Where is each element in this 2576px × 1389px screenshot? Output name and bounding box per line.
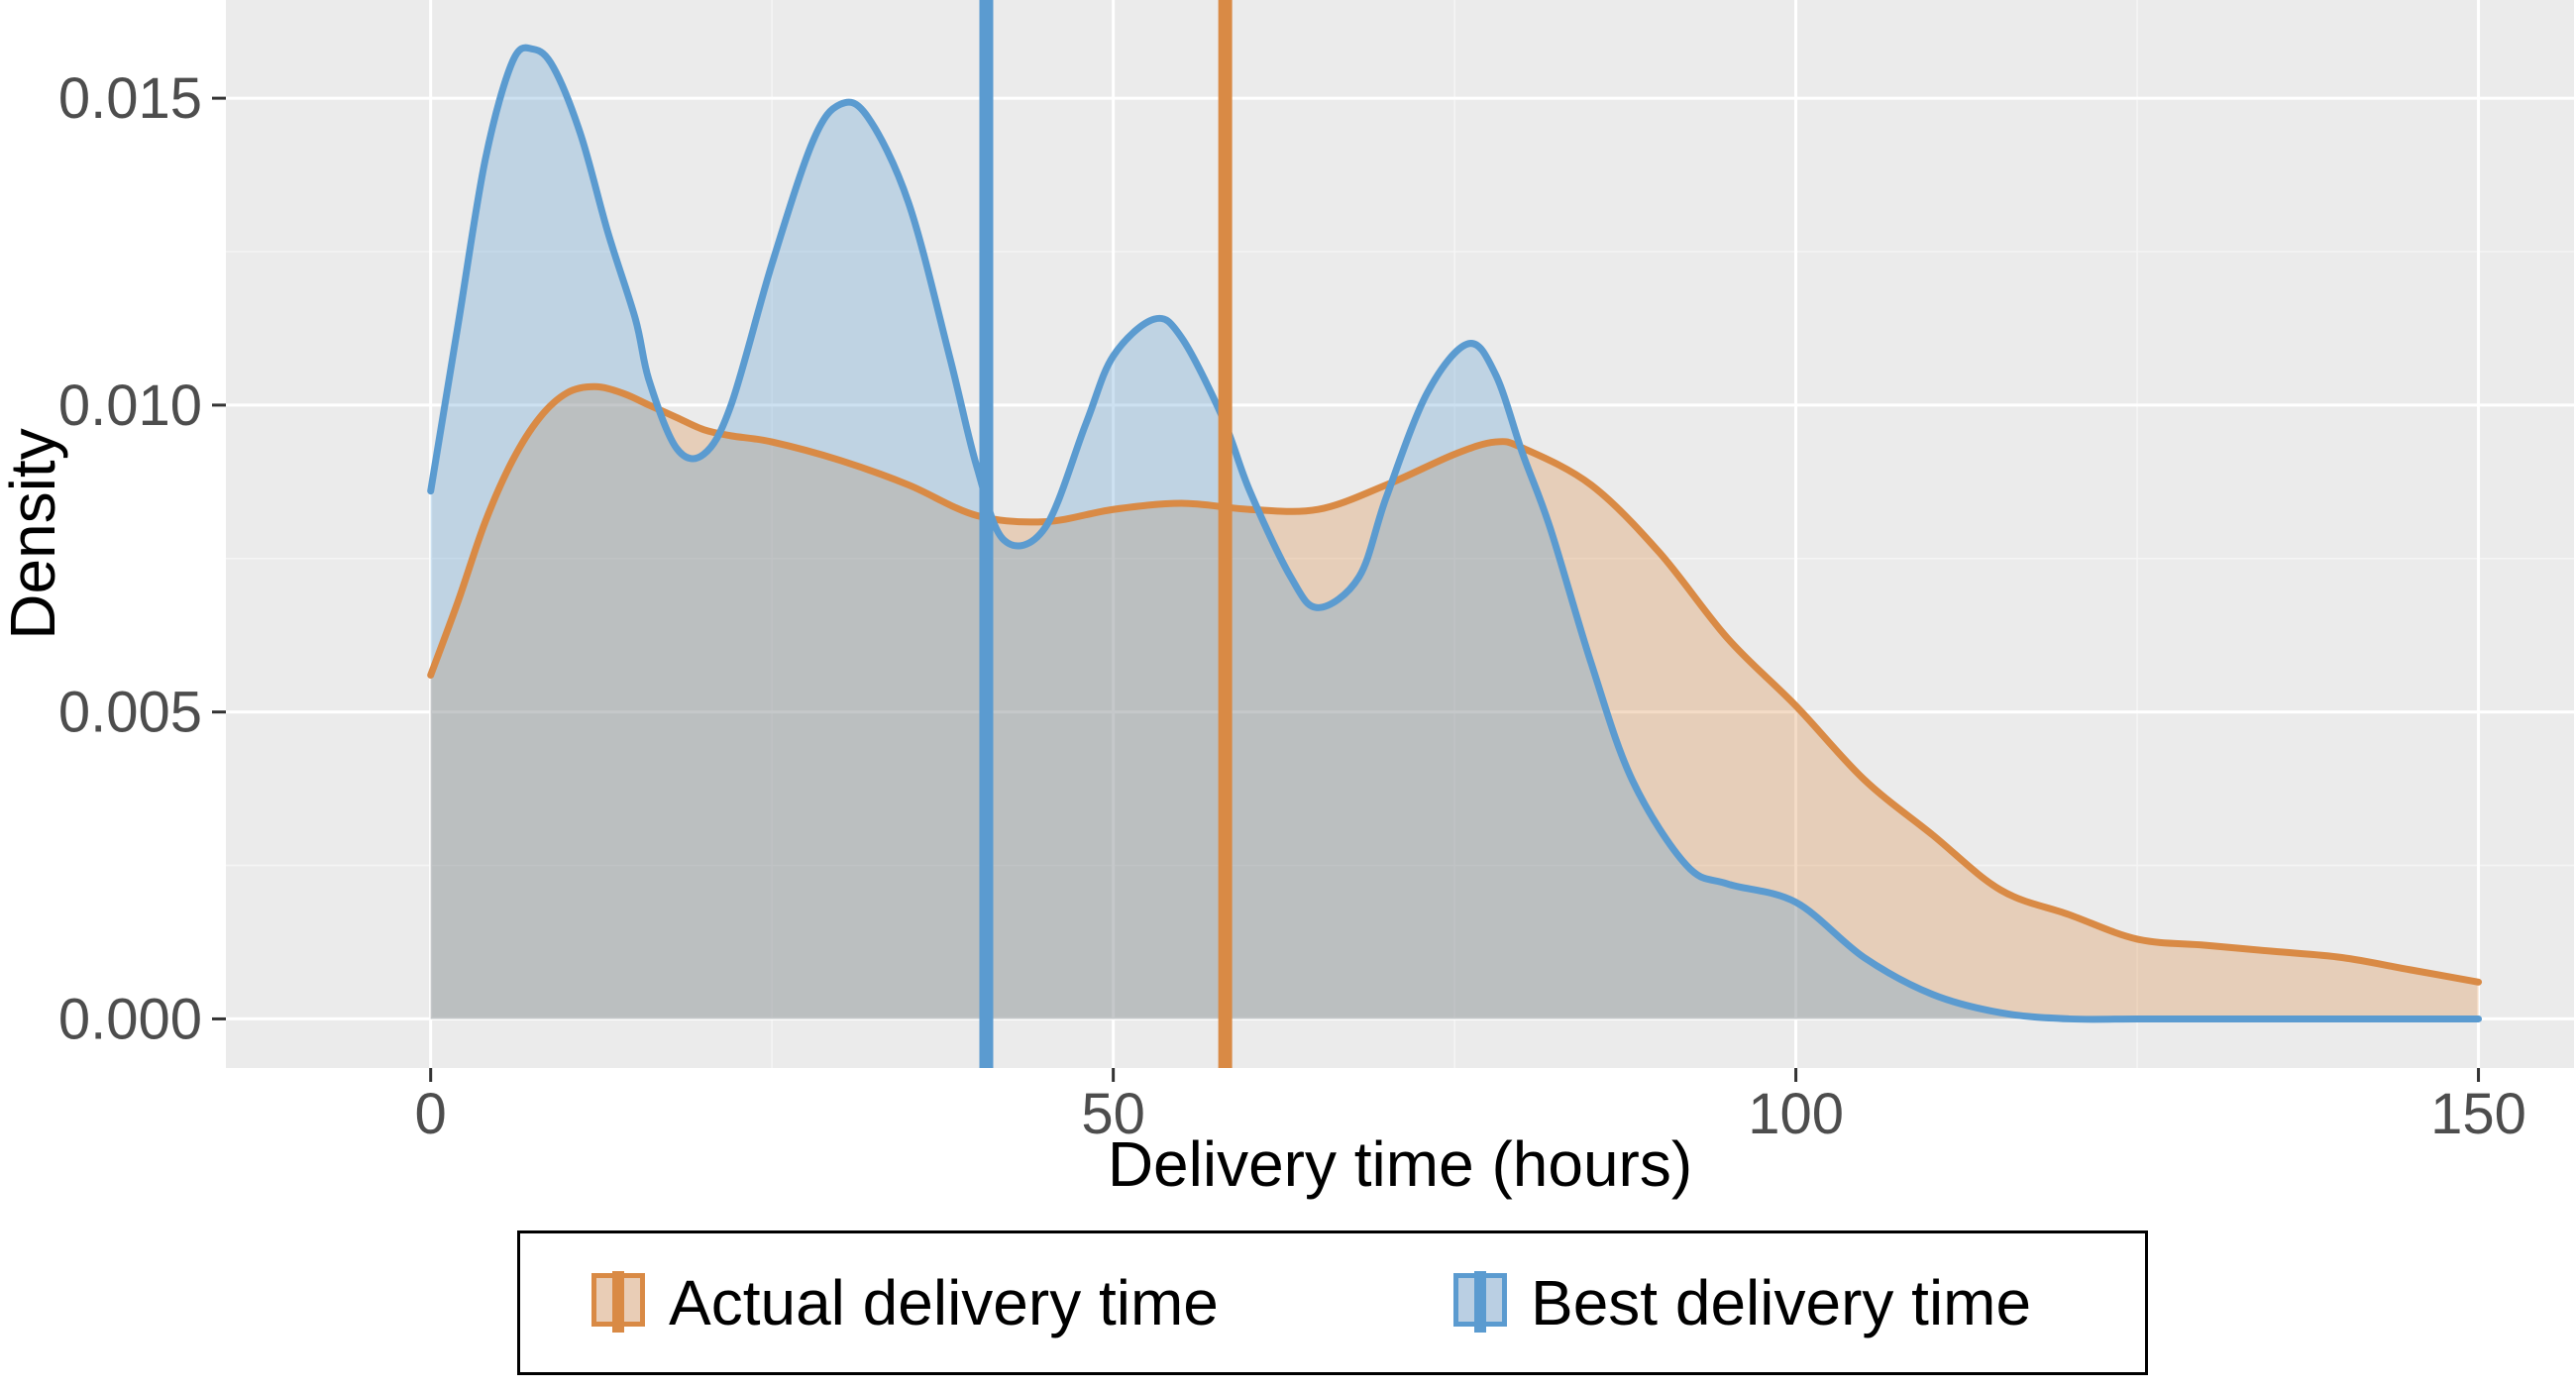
plot-panel <box>226 0 2574 1068</box>
mean-lines <box>979 0 1233 1068</box>
x-tick-label: 100 <box>1748 1082 1844 1146</box>
legend-item-actual: Actual delivery time <box>591 1233 1219 1372</box>
x-axis-title: Delivery time (hours) <box>1108 1128 1692 1200</box>
density-area-actual-delivery-time <box>430 386 2479 1019</box>
density-area-best-delivery-time <box>430 48 2479 1019</box>
legend: Actual delivery time Best delivery time <box>517 1230 2148 1375</box>
y-axis-title: Density <box>0 428 68 639</box>
y-tick-label: 0.000 <box>58 987 202 1051</box>
x-tick-label: 50 <box>1081 1082 1145 1146</box>
minor-gridlines <box>226 0 2574 1068</box>
legend-key-best-swatch <box>1453 1271 1507 1333</box>
legend-item-best: Best delivery time <box>1453 1233 2031 1372</box>
legend-label-best: Best delivery time <box>1531 1267 2032 1338</box>
density-areas <box>430 48 2479 1019</box>
density-curve-best-delivery-time <box>427 44 2483 1023</box>
density-curves <box>427 44 2483 1023</box>
y-tick-label: 0.005 <box>58 681 202 745</box>
axes: 0 50 100 150 0.000 0.005 0.010 0.015 <box>58 66 2526 1146</box>
legend-key-actual-swatch <box>591 1271 645 1333</box>
legend-swatch-bar <box>612 1271 624 1333</box>
x-tick-label: 150 <box>2430 1082 2526 1146</box>
density-curve-actual-delivery-time <box>427 382 2483 986</box>
legend-swatch-bar <box>1474 1271 1486 1333</box>
legend-label-actual: Actual delivery time <box>669 1267 1219 1338</box>
y-tick-label: 0.015 <box>58 66 202 131</box>
x-tick-label: 0 <box>415 1082 447 1146</box>
y-tick-label: 0.010 <box>58 374 202 438</box>
